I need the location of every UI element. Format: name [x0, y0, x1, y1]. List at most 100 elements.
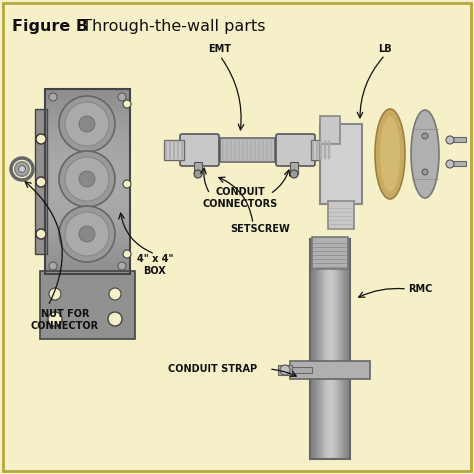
Circle shape — [59, 206, 115, 262]
Circle shape — [59, 96, 115, 152]
Bar — [339, 239, 340, 459]
Bar — [45, 168, 130, 169]
Bar — [45, 98, 130, 99]
Bar — [45, 206, 130, 207]
Bar — [337, 239, 338, 459]
Bar — [45, 229, 130, 230]
Bar — [45, 126, 130, 127]
Bar — [45, 134, 130, 135]
Circle shape — [59, 151, 115, 207]
Text: NUT FOR: NUT FOR — [41, 309, 89, 319]
Bar — [45, 92, 130, 93]
Bar — [45, 105, 130, 106]
Bar — [317, 239, 318, 459]
Bar — [320, 239, 321, 459]
Bar — [327, 239, 328, 459]
Bar — [45, 166, 130, 167]
Bar — [45, 101, 130, 102]
Circle shape — [422, 133, 428, 139]
Bar — [45, 119, 130, 120]
Bar — [45, 131, 130, 132]
Bar — [45, 209, 130, 210]
Bar — [45, 151, 130, 152]
Bar — [45, 211, 130, 212]
Bar — [45, 245, 130, 246]
Bar — [45, 241, 130, 242]
Bar — [328, 201, 354, 229]
Circle shape — [422, 169, 428, 175]
Bar — [45, 197, 130, 198]
Text: 4" x 4": 4" x 4" — [137, 254, 173, 264]
Ellipse shape — [380, 117, 400, 191]
Bar — [45, 140, 130, 141]
Circle shape — [280, 365, 290, 375]
Bar — [45, 127, 130, 128]
FancyBboxPatch shape — [276, 134, 315, 166]
Bar — [258, 139, 260, 161]
Bar — [250, 139, 252, 161]
Bar — [328, 141, 330, 159]
Bar — [45, 239, 130, 240]
Bar — [45, 139, 130, 140]
Bar — [45, 191, 130, 192]
Bar — [45, 157, 130, 158]
Bar — [45, 138, 130, 139]
Circle shape — [36, 177, 46, 187]
Bar — [45, 174, 130, 175]
Bar — [312, 141, 314, 159]
Bar — [320, 141, 322, 159]
Bar — [45, 102, 130, 103]
Text: RMC: RMC — [408, 284, 432, 294]
Bar — [45, 147, 130, 148]
Bar — [45, 263, 130, 264]
Circle shape — [48, 312, 62, 326]
Bar — [45, 146, 130, 147]
Circle shape — [108, 312, 122, 326]
Bar — [45, 183, 130, 184]
Bar — [45, 254, 130, 255]
Bar — [45, 95, 130, 96]
Bar — [45, 208, 130, 209]
Bar — [45, 180, 130, 181]
Bar — [45, 129, 130, 130]
Bar — [45, 170, 130, 171]
Bar — [177, 141, 179, 159]
Bar — [45, 196, 130, 197]
Bar — [45, 93, 130, 94]
Bar — [45, 173, 130, 174]
Bar — [45, 243, 130, 244]
Bar — [45, 165, 130, 166]
Bar — [45, 213, 130, 214]
Bar — [450, 137, 466, 142]
Bar — [311, 140, 331, 160]
Bar — [45, 184, 130, 185]
Bar — [40, 271, 135, 339]
Bar — [342, 239, 343, 459]
Bar — [340, 239, 341, 459]
Bar — [330, 239, 331, 459]
Bar — [242, 139, 244, 161]
Bar — [329, 239, 330, 459]
Bar — [45, 130, 130, 131]
Bar — [290, 367, 312, 373]
Bar — [45, 251, 130, 252]
Bar — [349, 239, 350, 459]
Bar — [270, 139, 272, 161]
Bar — [45, 235, 130, 236]
Bar — [45, 260, 130, 261]
Bar — [45, 221, 130, 222]
Bar — [230, 139, 232, 161]
Bar — [45, 159, 130, 160]
Bar — [45, 230, 130, 231]
Circle shape — [49, 262, 57, 270]
Bar — [45, 270, 130, 271]
Bar — [45, 273, 130, 274]
Circle shape — [109, 288, 121, 300]
Bar — [45, 103, 130, 104]
Bar — [45, 237, 130, 238]
Bar — [45, 118, 130, 119]
Bar — [45, 205, 130, 206]
Bar — [315, 239, 316, 459]
Bar — [45, 217, 130, 218]
Text: Through-the-wall parts: Through-the-wall parts — [77, 18, 265, 34]
